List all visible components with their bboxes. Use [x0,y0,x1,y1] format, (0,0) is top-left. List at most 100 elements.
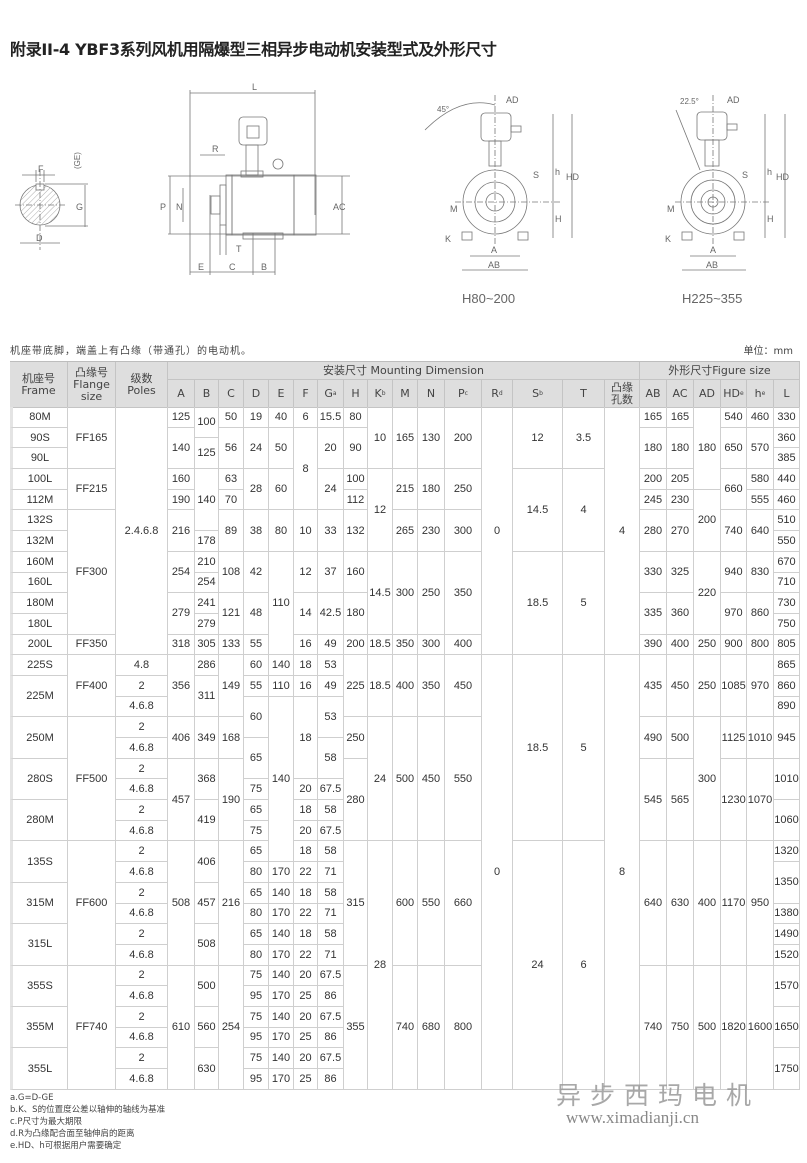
unit-label: 单位：mm [743,346,793,357]
header-poles: 级数 Poles [116,362,168,408]
cell-g: 49 [318,634,344,656]
cell-k: 28 [368,841,393,1090]
cell-poles: 2 [116,758,168,780]
cell-a: 216 [168,510,195,552]
cell-ac: 750 [667,965,694,1090]
cell-ab: 490 [640,717,667,759]
label-c: C [229,262,236,272]
cell-a: 125 [168,407,195,428]
cell-d: 60 [244,696,269,738]
cell-r: 0 [482,655,513,1090]
cell-ac: 230 [667,489,694,511]
cell-l: 1010 [774,758,800,801]
cell-g: 67.5 [318,1048,344,1069]
cell-frame: 250M [10,717,68,759]
cell-c: 254 [219,965,244,1090]
cell-m: 740 [393,965,418,1090]
cell-m: 300 [393,551,418,635]
cell-e: 140 [269,655,294,676]
cell-l: 1380 [774,903,800,925]
cell-g: 33 [318,510,344,552]
cell-e: 170 [269,1027,294,1049]
footnote: d.R为凸缘配合面至轴伸肩的距离 [10,1129,135,1139]
cell-ad: 500 [694,965,721,1090]
cell-g: 58 [318,841,344,863]
cell-ab: 245 [640,489,667,511]
cell-n: 230 [418,510,445,552]
cell-r: 0 [482,407,513,656]
cell-ab: 335 [640,593,667,635]
cell-d: 80 [244,862,269,883]
cell-p: 800 [445,965,482,1090]
cell-g: 58 [318,800,344,821]
cell-poles: 4.6.8 [116,986,168,1007]
cell-d: 65 [244,738,269,780]
cell-ad: 250 [694,655,721,718]
cell-f: 20 [294,779,318,801]
cell-poles: 4.8 [116,655,168,676]
footnote: a.G=D-GE [10,1093,54,1103]
cell-ac: 400 [667,634,694,656]
label-t: T [236,244,242,254]
cell-flange: FF215 [68,469,116,511]
cell-h: 80 [344,407,368,428]
cell-h: 640 [747,510,774,552]
cell-poles: 2 [116,841,168,863]
cell-ab: 640 [640,841,667,966]
cell-n: 680 [418,965,445,1090]
label-ab: AB [706,260,718,270]
cell-ab: 390 [640,634,667,656]
cell-g: 67.5 [318,965,344,987]
cell-ad: 300 [694,717,721,842]
cell-c: 216 [219,841,244,966]
cell-e: 140 [269,924,294,945]
cell-frame: 315M [10,882,68,925]
cell-f: 16 [294,634,318,656]
cell-l: 1650 [774,1006,800,1049]
cell-m: 500 [393,717,418,842]
cell-f: 18 [294,696,318,780]
header-col-ac: AC [667,380,694,408]
cell-p: 450 [445,655,482,718]
cell-l: 1060 [774,800,800,842]
cell-frame: 180L [10,613,68,635]
header-col-hd: HD e [721,380,747,408]
cell-frame: 90L [10,448,68,470]
cell-ab: 280 [640,510,667,552]
cell-l: 1520 [774,944,800,966]
cell-d: 75 [244,1006,269,1028]
cell-holes: 8 [605,655,640,1090]
watermark-brand: 异步西玛电机 [556,1081,761,1110]
cell-frame: 90S [10,427,68,449]
cell-poles: 4.6.8 [116,944,168,966]
cell-frame: 112M [10,489,68,511]
cell-ac: 325 [667,551,694,594]
label-k: K [445,234,451,244]
watermark-url: www.ximadianji.cn [566,1108,699,1127]
cell-f: 18 [294,841,318,863]
cell-g: 58 [318,738,344,780]
cell-poles: 4.6.8 [116,779,168,801]
cell-h: 355 [344,965,368,1090]
cell-c: 149 [219,655,244,718]
cell-n: 300 [418,634,445,656]
label-p: P [160,202,166,212]
cell-g: 67.5 [318,1006,344,1028]
cell-g: 86 [318,986,344,1007]
cell-ab: 330 [640,551,667,594]
cell-a: 190 [168,489,195,511]
cell-e: 170 [269,1069,294,1090]
cell-frame: 80M [10,407,68,428]
cell-d: 80 [244,944,269,966]
label-h: H [555,214,562,224]
cell-t: 6 [563,841,605,1090]
header-col-a: A [168,380,195,408]
label-r: R [212,144,219,154]
cell-flange: FF350 [68,634,116,656]
cell-hd: 1230 [721,758,747,842]
cell-f: 22 [294,862,318,883]
table-caption: 机座带底脚，端盖上有凸缘（带通孔）的电动机。 [10,346,252,357]
cell-d: 75 [244,779,269,801]
label-f: F [38,164,44,174]
